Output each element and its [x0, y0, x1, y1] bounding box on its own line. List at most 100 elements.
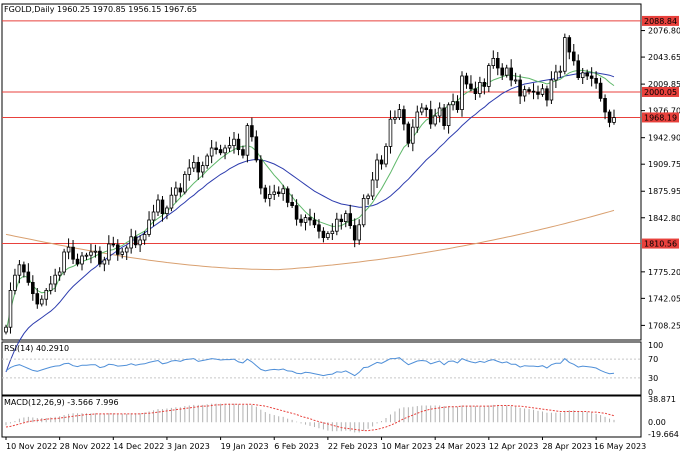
- candle: [397, 109, 402, 118]
- time-tick-label: 3 Jan 2023: [167, 442, 210, 451]
- candle: [536, 91, 540, 95]
- candle: [80, 255, 84, 265]
- candle: [339, 218, 344, 222]
- candle: [442, 107, 446, 127]
- candle: [236, 138, 241, 150]
- candle: [469, 83, 473, 90]
- candle: [504, 67, 509, 76]
- candle: [576, 60, 581, 78]
- rsi-tick-label: 0: [648, 388, 653, 397]
- rsi-line: [5, 357, 615, 377]
- candle: [451, 101, 455, 106]
- candle: [326, 233, 330, 239]
- candle: [120, 251, 125, 255]
- candle: [39, 298, 44, 305]
- candle: [527, 89, 531, 92]
- candle: [156, 199, 160, 213]
- candle: [133, 236, 138, 246]
- chart-header: FGOLD,Daily 1960.25 1970.85 1956.15 1967…: [4, 5, 197, 14]
- candle: [495, 58, 500, 69]
- time-tick-label: 24 Mar 2023: [435, 442, 486, 451]
- candle: [563, 37, 567, 72]
- time-tick-label: 10 Nov 2022: [6, 442, 57, 451]
- candle: [379, 159, 384, 165]
- time-tick-label: 12 Apr 2023: [489, 442, 538, 451]
- candle: [294, 205, 299, 220]
- level-label: 1968.19: [644, 113, 677, 122]
- candle: [343, 213, 348, 223]
- candle: [411, 126, 415, 144]
- candle: [464, 75, 469, 85]
- candle: [214, 147, 218, 150]
- rsi-tick-label: 70: [648, 355, 658, 364]
- candle: [44, 289, 49, 300]
- level-tag: [642, 112, 679, 123]
- candle: [26, 271, 31, 283]
- candle: [151, 211, 156, 221]
- price-tick-label: 1909.75: [648, 160, 680, 169]
- candle: [455, 101, 460, 110]
- candle: [594, 78, 598, 84]
- candle: [335, 218, 339, 232]
- candle: [598, 82, 603, 99]
- candle: [352, 225, 357, 241]
- candle: [361, 197, 366, 226]
- candle: [580, 72, 585, 79]
- candle: [317, 224, 321, 232]
- rsi-label: RSI(14) 40.2910: [4, 344, 69, 353]
- candle: [406, 123, 411, 144]
- candle: [612, 117, 616, 123]
- candle: [183, 173, 187, 193]
- candle: [75, 258, 80, 265]
- candle: [558, 70, 563, 73]
- time-tick-label: 28 Nov 2022: [60, 442, 111, 451]
- candle: [308, 217, 312, 221]
- candle: [276, 191, 281, 194]
- candle: [299, 218, 303, 223]
- candle: [509, 67, 513, 81]
- candle: [259, 159, 263, 189]
- time-tick-label: 22 Feb 2023: [328, 442, 378, 451]
- candle: [160, 199, 165, 214]
- level-tag: [642, 238, 679, 249]
- price-tick-label: 2043.65: [648, 53, 680, 62]
- candle: [169, 194, 174, 209]
- level-label: 2088.84: [644, 17, 677, 26]
- level-label: 1810.56: [644, 240, 677, 249]
- candle: [245, 125, 250, 156]
- candle: [272, 191, 277, 195]
- candle: [147, 219, 151, 235]
- candle: [446, 104, 451, 127]
- price-tick-label: 1942.90: [648, 134, 680, 143]
- candle: [71, 246, 75, 260]
- candle: [102, 259, 107, 265]
- macd-signal-line: [5, 403, 615, 432]
- price-tick-label: 2009.85: [648, 80, 680, 89]
- time-tick-label: 28 Apr 2023: [542, 442, 591, 451]
- candle: [290, 201, 294, 206]
- candle: [57, 271, 62, 276]
- candle: [437, 107, 442, 117]
- time-tick-label: 16 May 2023: [594, 442, 646, 451]
- candle: [545, 88, 549, 101]
- candle: [218, 149, 223, 154]
- rsi-pane: [1, 341, 642, 396]
- rsi-tick-label: 30: [648, 374, 658, 383]
- candle: [366, 195, 370, 199]
- candle: [227, 145, 232, 149]
- candle: [187, 167, 192, 175]
- candle: [491, 58, 496, 67]
- candle: [303, 217, 308, 223]
- price-tick-label: 1742.05: [648, 294, 680, 303]
- macd-tick-label: -19.664: [648, 430, 679, 439]
- price-tick-label: 1708.25: [648, 321, 680, 330]
- time-tick-label: 6 Feb 2023: [274, 442, 319, 451]
- level-tag: [642, 86, 679, 97]
- macd-label: MACD(12,26,9) -3.566 7.996: [4, 398, 119, 407]
- candle: [165, 207, 169, 214]
- candle: [513, 79, 518, 82]
- candle: [53, 274, 57, 285]
- candle: [419, 107, 424, 113]
